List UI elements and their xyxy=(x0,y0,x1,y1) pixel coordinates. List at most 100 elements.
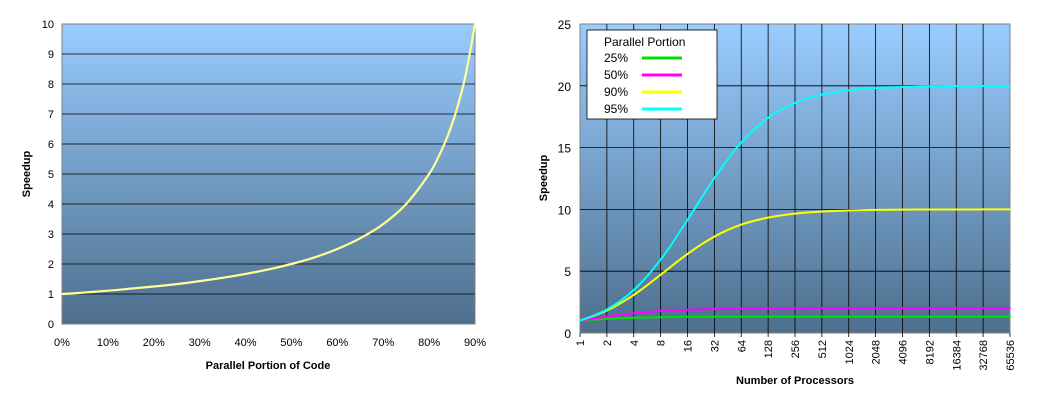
chart-2-data-point xyxy=(659,273,662,276)
chart-2-data-point xyxy=(820,93,823,96)
chart-1-x-tick-label: 0% xyxy=(54,337,70,349)
chart-1-y-tick-label: 7 xyxy=(48,109,54,121)
chart-2-data-point xyxy=(579,319,581,322)
chart-2-data-point xyxy=(794,212,796,215)
chart-2-x-tick-label: 2 xyxy=(602,340,614,346)
chart-2-y-tick-label: 20 xyxy=(558,80,572,94)
chart-1-data-point xyxy=(84,291,86,294)
chart-1-y-axis-title: Speedup xyxy=(21,150,33,197)
chart-1-data-point xyxy=(152,285,155,288)
chart-2-data-point xyxy=(659,310,662,312)
chart-2-data-point xyxy=(874,307,877,310)
chart-1-y-tick-label: 5 xyxy=(48,169,54,181)
chart-1-x-tick-label: 10% xyxy=(97,337,119,349)
chart-1-x-tick-label: 60% xyxy=(326,337,348,349)
chart-2-data-point xyxy=(632,312,635,315)
chart-1-series xyxy=(61,23,477,296)
chart-2-data-point xyxy=(820,315,823,318)
chart-1-x-ticks: 0% 10% 20% 30% 40% 50% 60% 70% 80% 90% xyxy=(54,337,486,349)
chart-1-y-tick-label: 3 xyxy=(48,229,54,241)
chart-2-x-tick-label: 4 xyxy=(629,340,641,346)
chart-2-y-ticks: 0 5 10 15 20 25 xyxy=(558,18,572,341)
chart-2-data-point xyxy=(740,141,743,144)
chart-1-y-tick-label: 2 xyxy=(48,259,54,271)
chart-1-data-point xyxy=(336,248,339,250)
chart-1-data-point xyxy=(129,287,132,290)
chart-2-data-point xyxy=(847,89,850,92)
chart-1-y-tick-label: 8 xyxy=(48,79,54,91)
chart-1-x-tick-label: 50% xyxy=(280,337,302,349)
chart-2-data-point xyxy=(874,315,877,318)
chart-1-data-point xyxy=(267,268,270,271)
chart-2: 0 5 10 15 20 25 1 2 4 8 16 32 64 128 256 512 1024 2048 40… xyxy=(538,18,1017,387)
legend-title: Parallel Portion xyxy=(604,35,685,49)
chart-2-data-point xyxy=(982,85,985,87)
chart-1-gridlines xyxy=(62,53,475,295)
chart-2-data-point xyxy=(820,307,823,310)
chart-2-data-point xyxy=(794,315,796,318)
chart-2-data-point xyxy=(928,208,931,211)
chart-2-y-axis-title: Speedup xyxy=(538,154,550,201)
chart-2-data-point xyxy=(686,315,689,318)
chart-2-x-tick-label: 1024 xyxy=(844,340,856,364)
chart-2-data-point xyxy=(982,307,985,310)
chart-1-y-tick-label: 0 xyxy=(48,319,54,331)
chart-2-x-tick-label: 32 xyxy=(709,340,721,352)
chart-2-x-tick-label: 1 xyxy=(575,340,587,346)
chart-1-x-tick-label: 90% xyxy=(464,337,486,349)
chart-1-x-tick-label: 30% xyxy=(189,337,211,349)
chart-2-data-point xyxy=(1009,85,1011,87)
chart-2-data-point xyxy=(686,252,689,255)
chart-1-data-point xyxy=(382,223,385,226)
chart-2-data-point xyxy=(874,87,877,89)
chart-2-x-tick-label: 128 xyxy=(763,340,775,358)
chart-2-data-point xyxy=(928,307,931,310)
chart-2-x-tick-label: 64 xyxy=(736,340,748,352)
chart-2-y-tick-label: 25 xyxy=(558,18,572,32)
chart-1-data-point xyxy=(428,173,431,175)
chart-1-data-point xyxy=(474,23,476,25)
chart-1-data-point xyxy=(244,273,247,275)
chart-1-data-point xyxy=(290,263,293,265)
chart-2-x-tick-label: 65536 xyxy=(1005,340,1017,371)
chart-2-x-tick-label: 32768 xyxy=(978,340,990,371)
chart-2-data-point xyxy=(901,86,904,88)
chart-1-data-point xyxy=(455,108,458,111)
chart-2-data-point xyxy=(901,208,904,211)
chart-2-data-point xyxy=(605,318,608,320)
chart-1-x-tick-label: 40% xyxy=(235,337,257,349)
chart-2-data-point xyxy=(659,258,662,261)
chart-1-y-tick-label: 10 xyxy=(42,19,54,31)
chart-1-series-line xyxy=(61,23,477,296)
chart-1-data-point xyxy=(437,156,440,159)
chart-2-data-point xyxy=(847,209,850,212)
chart-2-data-point xyxy=(794,101,796,104)
legend-item-label: 95% xyxy=(604,102,628,116)
chart-2-y-tick-label: 15 xyxy=(558,142,572,156)
chart-1-data-point xyxy=(61,293,63,295)
chart-2-y-tick-label: 0 xyxy=(564,327,571,341)
chart-2-data-point xyxy=(901,315,904,318)
chart-2-legend: Parallel Portion 25% 50% 90% 95% xyxy=(586,29,718,120)
chart-2-y-tick-label: 5 xyxy=(564,265,571,279)
chart-2-data-point xyxy=(982,208,985,211)
chart-1-data-point xyxy=(359,237,362,240)
legend-items: 25% 50% 90% 95% xyxy=(604,51,682,116)
chart-2-x-tick-label: 2048 xyxy=(871,340,883,364)
chart-2-data-point xyxy=(901,307,904,310)
chart-2-x-tick-label: 8192 xyxy=(924,340,936,364)
chart-2-data-point xyxy=(713,308,716,310)
chart-2-data-point xyxy=(740,223,743,226)
chart-2-data-point xyxy=(955,208,958,211)
chart-2-data-point xyxy=(928,85,931,88)
chart-2-data-point xyxy=(955,85,958,87)
chart-2-data-point xyxy=(1009,307,1011,310)
chart-2-data-point xyxy=(605,308,608,311)
chart-1-x-tick-label: 70% xyxy=(372,337,394,349)
chart-2-data-point xyxy=(767,216,770,219)
chart-2-x-axis-title: Number of Processors xyxy=(736,375,854,387)
chart-2-data-point xyxy=(1009,208,1011,211)
chart-2-x-tick-label: 512 xyxy=(817,340,829,358)
chart-2-x-tick-label: 8 xyxy=(656,340,668,346)
